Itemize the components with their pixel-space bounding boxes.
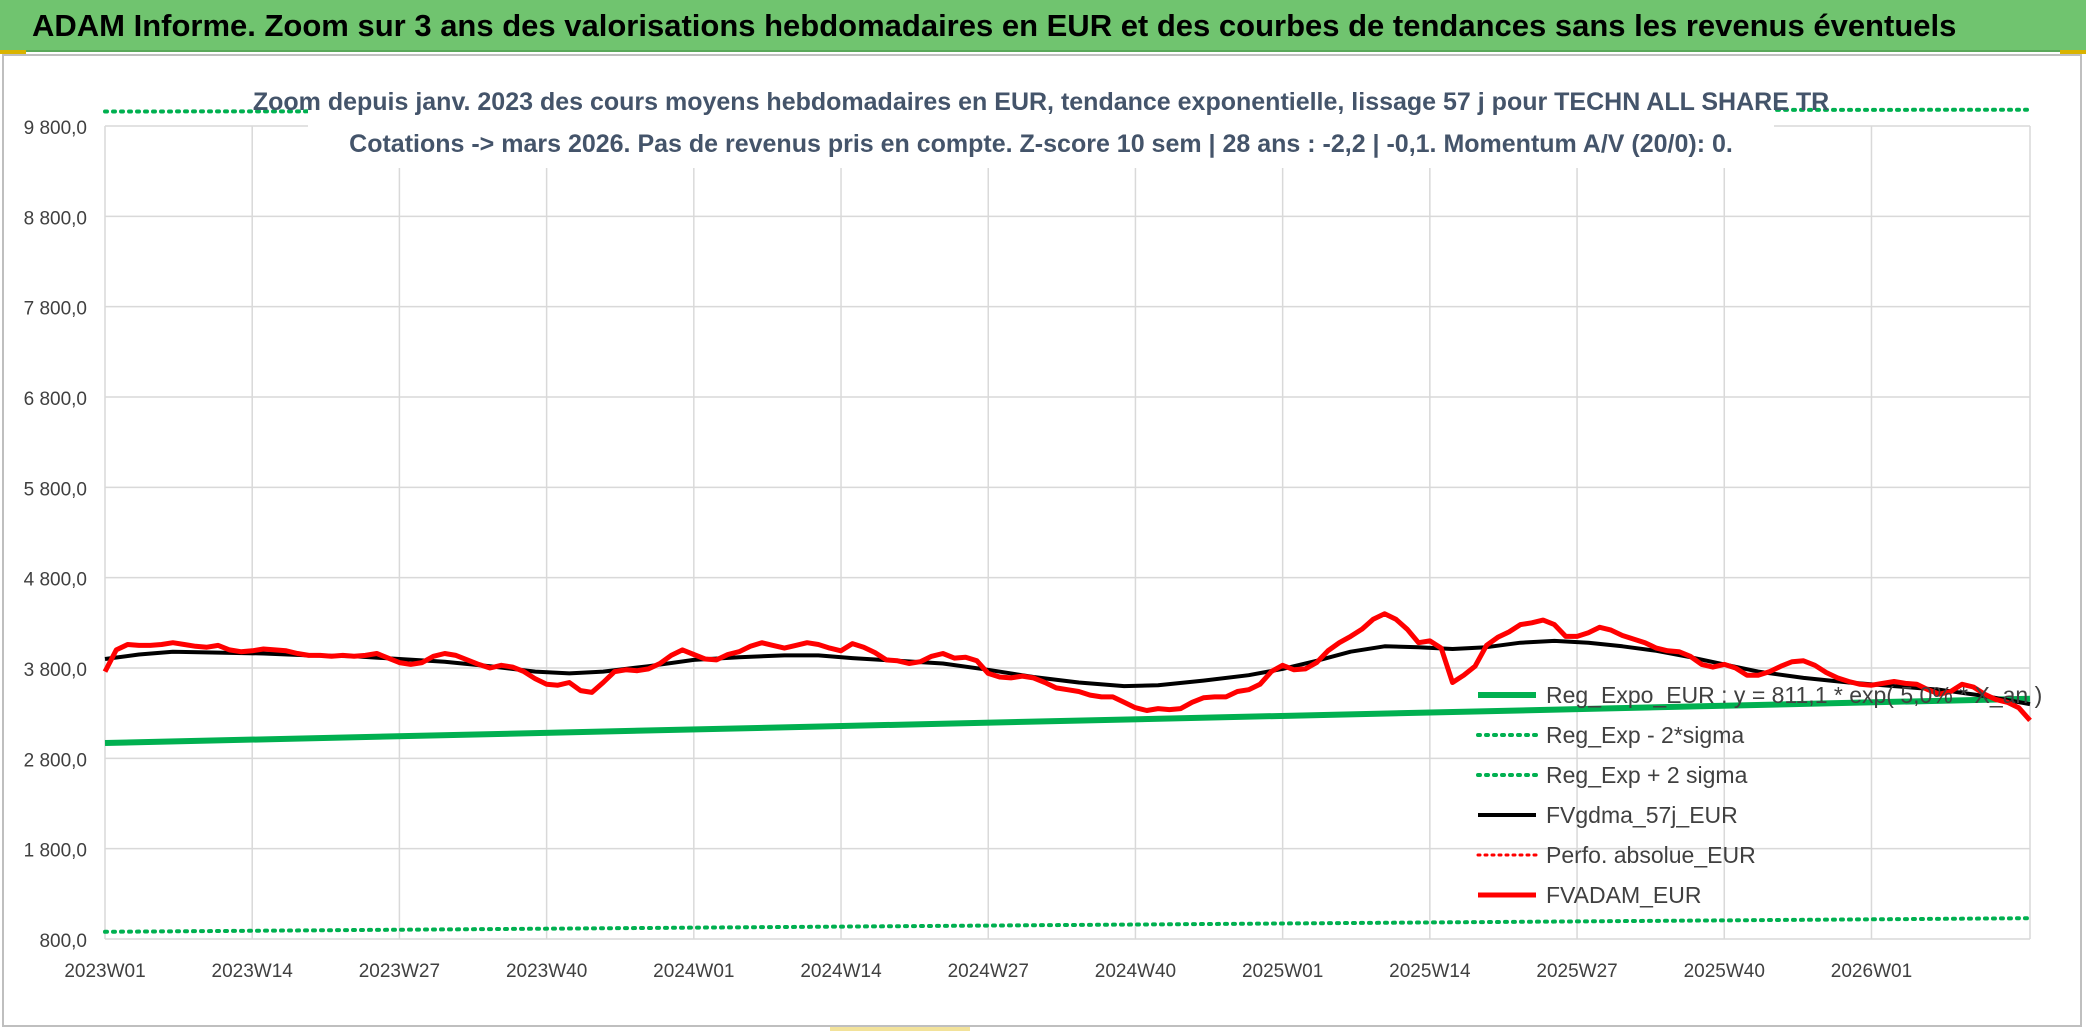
legend-label-fvgdma: FVgdma_57j_EUR [1546,802,1738,828]
y-tick-label: 8 800,0 [24,208,87,229]
banner-accent-left [0,50,26,54]
y-tick-label: 2 800,0 [24,750,87,771]
y-tick-label: 1 800,0 [24,841,87,862]
bottom-accent [830,1027,970,1031]
y-tick-label: 6 800,0 [24,389,87,410]
legend-label-regexpo: Reg_Expo_EUR : y = 811,1 * exp( 5,0% * X… [1546,682,2042,708]
legend: Reg_Expo_EUR : y = 811,1 * exp( 5,0% * X… [1476,682,2042,908]
x-tick-label: 2024W01 [653,961,734,982]
legend-label-minus_sigma: Reg_Exp - 2*sigma [1546,722,1744,748]
y-tick-label: 5 800,0 [24,479,87,500]
chart-frame [2,54,2082,1027]
y-tick-label: 4 800,0 [24,570,87,591]
chart-title-block: Zoom depuis janv. 2023 des cours moyens … [253,80,1829,168]
chart-title-line-1: Zoom depuis janv. 2023 des cours moyens … [253,88,1829,116]
series-line-regexpo [104,695,2031,746]
x-tick-label: 2023W40 [506,961,587,982]
legend-label-plus_sigma: Reg_Exp + 2 sigma [1546,762,1748,788]
x-tick-label: 2024W40 [1095,961,1176,982]
x-tick-label: 2025W40 [1684,961,1765,982]
x-axis-ticks: 2023W01 2023W14 2023W27 2023W40 2024W01 2024W… [64,961,1912,982]
legend-label-fvadam: FVADAM_EUR [1546,882,1702,908]
x-tick-label: 2025W01 [1242,961,1323,982]
x-tick-label: 2024W27 [948,961,1029,982]
x-tick-label: 2023W01 [64,961,145,982]
report-title: ADAM Informe. Zoom sur 3 ans des valoris… [32,8,1957,43]
x-tick-label: 2025W27 [1536,961,1617,982]
chart-title-line-2: Cotations -> mars 2026. Pas de revenus p… [349,130,1733,158]
series-layer [102,107,2032,934]
y-tick-label: 800,0 [39,931,87,952]
x-tick-label: 2024W14 [800,961,882,982]
y-tick-label: 9 800,0 [24,118,87,139]
x-tick-label: 2025W14 [1389,961,1471,982]
banner-accent-right [2060,50,2086,54]
y-tick-label: 7 800,0 [24,299,87,320]
grid-layer [104,125,2031,940]
x-tick-label: 2026W01 [1831,961,1912,982]
series-line-minus_sigma [103,916,2032,934]
x-tick-label: 2023W14 [212,961,294,982]
y-tick-label: 3 800,0 [24,660,87,681]
y-axis-ticks: 800,0 1 800,0 2 800,0 3 800,0 4 800,0 5 800,0… [24,118,87,952]
report-banner: ADAM Informe. Zoom sur 3 ans des valoris… [0,0,2086,52]
chart-title-background [308,80,1774,168]
series-line-fvadam [102,611,2032,723]
x-tick-label: 2023W27 [359,961,440,982]
legend-label-perfo: Perfo. absolue_EUR [1546,842,1756,868]
